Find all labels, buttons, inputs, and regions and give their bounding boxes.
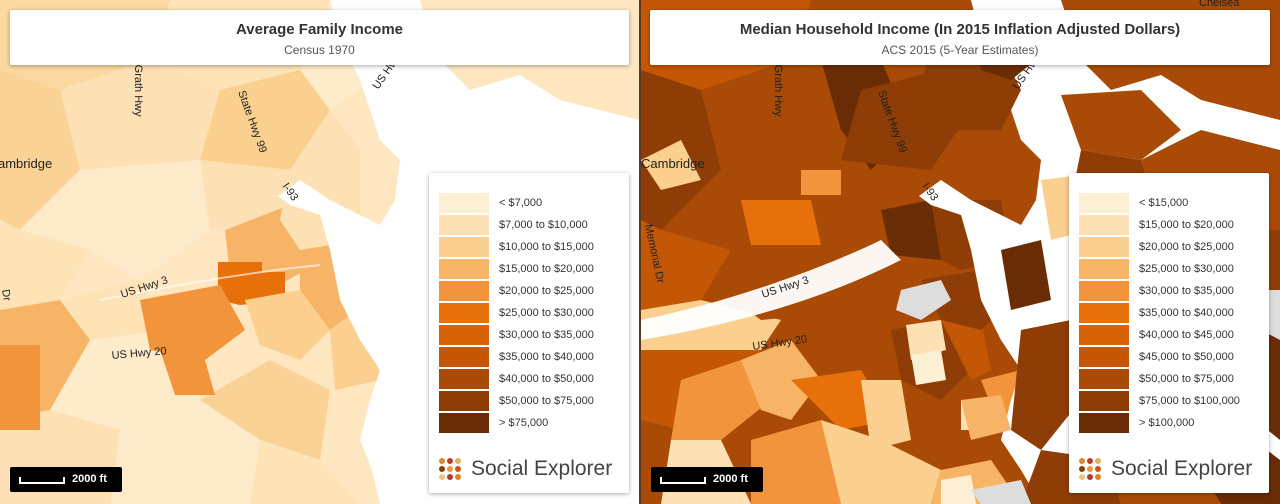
right-map-title: Median Household Income (In 2015 Inflati… bbox=[739, 21, 1181, 38]
legend-item: $30,000 to $35,000 bbox=[439, 324, 594, 346]
legend-item: > $100,000 bbox=[1079, 412, 1240, 434]
legend-swatch bbox=[1079, 237, 1129, 257]
legend-label: $40,000 to $50,000 bbox=[499, 373, 594, 385]
left-map-pane[interactable]: ambridge McGrath Hwy State Hwy 99 US Hwy… bbox=[0, 0, 639, 504]
legend-label: $25,000 to $30,000 bbox=[1139, 263, 1234, 275]
legend-swatch bbox=[1079, 413, 1129, 433]
left-legend-list: < $7,000 $7,000 to $10,000 $10,000 to $1… bbox=[439, 192, 594, 434]
right-map-legend: < $15,000 $15,000 to $20,000 $20,000 to … bbox=[1069, 173, 1269, 493]
legend-item: $75,000 to $100,000 bbox=[1079, 390, 1240, 412]
right-map-pane[interactable]: Cambridge Chelsea McGrath Hwy State Hwy … bbox=[641, 0, 1280, 504]
legend-swatch bbox=[439, 369, 489, 389]
legend-item: $40,000 to $45,000 bbox=[1079, 324, 1240, 346]
legend-item: $25,000 to $30,000 bbox=[439, 302, 594, 324]
legend-item: $15,000 to $20,000 bbox=[439, 258, 594, 280]
legend-label: $45,000 to $50,000 bbox=[1139, 351, 1234, 363]
legend-item: < $15,000 bbox=[1079, 192, 1240, 214]
legend-label: $20,000 to $25,000 bbox=[1139, 241, 1234, 253]
left-map-title: Average Family Income bbox=[235, 21, 403, 38]
legend-swatch bbox=[1079, 215, 1129, 235]
brand-name: Social Explorer bbox=[471, 457, 613, 480]
legend-swatch bbox=[1079, 391, 1129, 411]
legend-item: $45,000 to $50,000 bbox=[1079, 346, 1240, 368]
legend-label: $30,000 to $35,000 bbox=[1139, 285, 1234, 297]
legend-swatch bbox=[1079, 325, 1129, 345]
legend-item: $10,000 to $15,000 bbox=[439, 236, 594, 258]
social-explorer-dots-icon bbox=[1079, 458, 1101, 480]
right-scale-bar: 2000 ft bbox=[651, 467, 763, 492]
legend-label: $40,000 to $45,000 bbox=[1139, 329, 1234, 341]
social-explorer-dots-icon bbox=[439, 458, 461, 480]
us-hwy-20-label: US Hwy 20 bbox=[111, 345, 167, 362]
legend-label: $7,000 to $10,000 bbox=[499, 219, 588, 231]
social-explorer-logo: Social Explorer bbox=[1079, 457, 1252, 481]
left-scale-bar: 2000 ft bbox=[10, 467, 122, 492]
legend-label: $75,000 to $100,000 bbox=[1139, 395, 1240, 407]
legend-item: $50,000 to $75,000 bbox=[1079, 368, 1240, 390]
left-map-legend: < $7,000 $7,000 to $10,000 $10,000 to $1… bbox=[429, 173, 629, 493]
legend-item: $35,000 to $40,000 bbox=[1079, 302, 1240, 324]
left-map-title-card: Average Family Income Census 1970 bbox=[10, 10, 629, 65]
legend-swatch bbox=[1079, 281, 1129, 301]
legend-label: < $7,000 bbox=[499, 197, 543, 209]
legend-item: $25,000 to $30,000 bbox=[1079, 258, 1240, 280]
legend-swatch bbox=[1079, 259, 1129, 279]
legend-label: > $75,000 bbox=[499, 417, 549, 429]
scale-bar-label: 2000 ft bbox=[713, 473, 748, 485]
legend-label: > $100,000 bbox=[1139, 417, 1195, 429]
chelsea-label: Chelsea bbox=[1199, 0, 1240, 9]
right-map-subtitle: ACS 2015 (5-Year Estimates) bbox=[881, 43, 1039, 57]
left-map-subtitle: Census 1970 bbox=[284, 43, 355, 57]
mcgrath-hwy-label: McGrath Hwy bbox=[772, 50, 784, 117]
legend-label: $15,000 to $20,000 bbox=[499, 263, 594, 275]
scale-bar-icon bbox=[19, 477, 65, 484]
brand-name: Social Explorer bbox=[1111, 457, 1253, 480]
social-explorer-logo: Social Explorer bbox=[439, 457, 612, 481]
legend-item: $7,000 to $10,000 bbox=[439, 214, 594, 236]
legend-swatch bbox=[439, 347, 489, 367]
cambridge-label: Cambridge bbox=[641, 156, 705, 171]
legend-label: $35,000 to $40,000 bbox=[499, 351, 594, 363]
legend-label: $50,000 to $75,000 bbox=[499, 395, 594, 407]
legend-label: $30,000 to $35,000 bbox=[499, 329, 594, 341]
legend-swatch bbox=[439, 281, 489, 301]
legend-item: $20,000 to $25,000 bbox=[1079, 236, 1240, 258]
legend-label: $20,000 to $25,000 bbox=[499, 285, 594, 297]
swipe-divider[interactable] bbox=[639, 0, 641, 504]
legend-swatch bbox=[439, 259, 489, 279]
legend-swatch bbox=[1079, 193, 1129, 213]
legend-swatch bbox=[1079, 369, 1129, 389]
legend-item: $50,000 to $75,000 bbox=[439, 390, 594, 412]
legend-label: < $15,000 bbox=[1139, 197, 1189, 209]
legend-swatch bbox=[439, 325, 489, 345]
legend-swatch bbox=[439, 193, 489, 213]
legend-swatch bbox=[1079, 347, 1129, 367]
right-map-title-card: Median Household Income (In 2015 Inflati… bbox=[650, 10, 1270, 65]
legend-swatch bbox=[439, 303, 489, 323]
legend-label: $50,000 to $75,000 bbox=[1139, 373, 1234, 385]
right-legend-list: < $15,000 $15,000 to $20,000 $20,000 to … bbox=[1079, 192, 1240, 434]
dr-label: Dr bbox=[0, 288, 13, 302]
legend-label: $35,000 to $40,000 bbox=[1139, 307, 1234, 319]
legend-label: $10,000 to $15,000 bbox=[499, 241, 594, 253]
cambridge-label: ambridge bbox=[0, 156, 52, 171]
legend-item: $15,000 to $20,000 bbox=[1079, 214, 1240, 236]
legend-swatch bbox=[439, 391, 489, 411]
legend-label: $15,000 to $20,000 bbox=[1139, 219, 1234, 231]
legend-swatch bbox=[439, 237, 489, 257]
mcgrath-hwy-label: McGrath Hwy bbox=[132, 50, 144, 117]
legend-swatch bbox=[439, 215, 489, 235]
legend-label: $25,000 to $30,000 bbox=[499, 307, 594, 319]
legend-item: $20,000 to $25,000 bbox=[439, 280, 594, 302]
legend-item: $35,000 to $40,000 bbox=[439, 346, 594, 368]
scale-bar-icon bbox=[660, 477, 706, 484]
scale-bar-label: 2000 ft bbox=[72, 473, 107, 485]
legend-swatch bbox=[1079, 303, 1129, 323]
legend-swatch bbox=[439, 413, 489, 433]
legend-item: > $75,000 bbox=[439, 412, 594, 434]
legend-item: $40,000 to $50,000 bbox=[439, 368, 594, 390]
legend-item: $30,000 to $35,000 bbox=[1079, 280, 1240, 302]
legend-item: < $7,000 bbox=[439, 192, 594, 214]
